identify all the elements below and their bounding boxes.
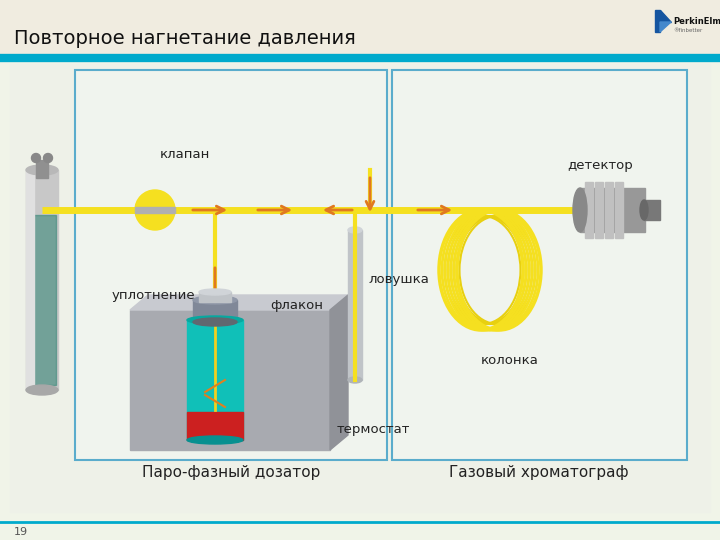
Bar <box>75 70 387 460</box>
Bar <box>580 188 645 232</box>
Ellipse shape <box>26 385 58 395</box>
Polygon shape <box>660 10 671 22</box>
Text: Повторное нагнетание давления: Повторное нагнетание давления <box>14 29 356 48</box>
Bar <box>10 64 710 512</box>
Polygon shape <box>26 170 58 390</box>
Text: колонка: колонка <box>481 354 539 367</box>
Bar <box>0 0 720 58</box>
Polygon shape <box>660 22 671 32</box>
Bar <box>392 70 687 460</box>
Bar <box>615 182 623 238</box>
Circle shape <box>32 153 40 163</box>
Bar <box>130 310 330 450</box>
Text: флакон: флакон <box>270 299 323 312</box>
Ellipse shape <box>640 200 648 220</box>
Text: ®finbetter: ®finbetter <box>673 28 702 32</box>
Polygon shape <box>330 295 348 450</box>
Text: ловушка: ловушка <box>368 273 429 287</box>
Ellipse shape <box>193 318 237 326</box>
Polygon shape <box>28 215 56 385</box>
Ellipse shape <box>187 436 243 444</box>
Text: 19: 19 <box>14 527 28 537</box>
Ellipse shape <box>26 165 58 175</box>
Circle shape <box>43 153 53 163</box>
Text: Газовый хроматограф: Газовый хроматограф <box>449 464 629 480</box>
Ellipse shape <box>193 296 237 304</box>
Bar <box>644 200 660 220</box>
Bar <box>655 10 660 32</box>
Bar <box>348 230 362 380</box>
Bar <box>36 160 48 178</box>
Bar <box>595 182 603 238</box>
Bar <box>187 320 243 440</box>
Bar <box>199 292 231 302</box>
Text: уплотнение: уплотнение <box>112 288 195 301</box>
Bar <box>605 182 613 238</box>
Text: клапан: клапан <box>160 148 210 161</box>
Bar <box>187 412 243 440</box>
Polygon shape <box>130 295 348 310</box>
Ellipse shape <box>573 188 587 232</box>
Ellipse shape <box>187 316 243 324</box>
Text: термостат: термостат <box>337 423 410 436</box>
Ellipse shape <box>199 289 231 295</box>
Ellipse shape <box>348 227 362 233</box>
Text: детектор: детектор <box>567 159 633 172</box>
Ellipse shape <box>348 377 362 383</box>
Bar <box>585 182 593 238</box>
Bar <box>135 207 175 213</box>
Circle shape <box>135 190 175 230</box>
Text: PerkinElmer: PerkinElmer <box>673 17 720 26</box>
Bar <box>26 170 34 390</box>
Bar <box>193 300 237 322</box>
Text: Паро-фазный дозатор: Паро-фазный дозатор <box>142 464 320 480</box>
